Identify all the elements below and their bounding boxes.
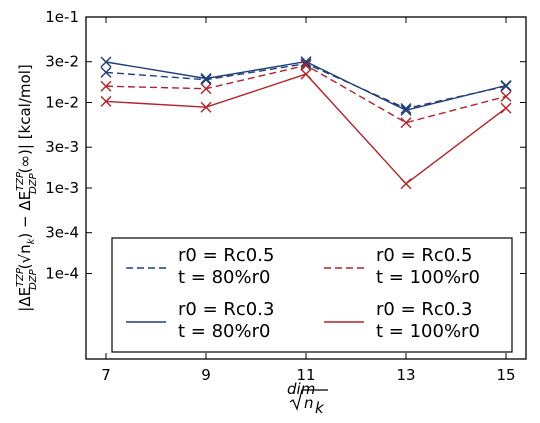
- series-line: [105, 73, 507, 185]
- data-point-marker: [100, 80, 112, 92]
- y-tick-label: 1e-1: [45, 8, 79, 26]
- legend-entry: r0 = Rc0.3t = 80%r0: [126, 299, 274, 342]
- x-tick-label: 7: [101, 366, 111, 384]
- chart-marks: [100, 56, 512, 190]
- y-axis-label-text: |ΔETZP DZP(√nk) − ΔETZP DZP(∞)| [kcal/mol]: [15, 64, 39, 311]
- data-point-marker: [400, 178, 412, 190]
- legend-label-line2: t = 100%r0: [376, 321, 480, 342]
- x-tick-label: 15: [496, 366, 515, 384]
- y-tick-label: 3e-4: [45, 224, 79, 242]
- legend-box: [111, 237, 513, 353]
- x-label-radicand: n: [304, 394, 314, 412]
- data-point-marker: [200, 101, 212, 113]
- data-point-marker: [100, 66, 112, 78]
- y-tick-label: 3e-2: [45, 53, 79, 71]
- data-point-marker: [300, 59, 312, 71]
- x-tick-label: 9: [201, 366, 211, 384]
- data-point-marker: [400, 104, 412, 116]
- legend-label-line1: r0 = Rc0.3: [376, 299, 472, 320]
- data-point-marker: [500, 90, 512, 102]
- legend-label-line1: r0 = Rc0.3: [178, 299, 274, 320]
- axis-ticks: 7 9 11 13 15 1e-1 3e-2 1e-2 3e-3 1e-3 3e-4 1e-4: [45, 8, 526, 384]
- y-axis-label: |ΔETZP DZP(√nk) − ΔETZP DZP(∞)| [kcal/mol]: [15, 64, 39, 311]
- data-point-marker: [500, 102, 512, 114]
- data-point-marker: [100, 95, 112, 107]
- legend-entry: r0 = Rc0.5t = 100%r0: [324, 245, 480, 288]
- radical-sign: [289, 389, 328, 411]
- y-tick-label: 1e-2: [45, 94, 79, 112]
- legend-entry: r0 = Rc0.3t = 100%r0: [324, 299, 480, 342]
- data-point-marker: [400, 103, 412, 115]
- data-point-marker: [300, 68, 312, 80]
- data-point-marker: [500, 80, 512, 92]
- legend-label-line1: r0 = Rc0.5: [376, 245, 472, 266]
- legend-label-line1: r0 = Rc0.5: [178, 245, 274, 266]
- x-tick-label: 13: [396, 366, 415, 384]
- y-tick-label: 3e-3: [45, 138, 79, 156]
- data-point-marker: [400, 117, 412, 129]
- x-label-root-index: dim: [287, 380, 315, 398]
- series-line: [105, 60, 507, 112]
- y-tick-label: 1e-4: [45, 265, 79, 283]
- data-point-marker: [300, 58, 312, 70]
- y-tick-label: 1e-3: [45, 179, 79, 197]
- data-point-marker: [100, 56, 112, 68]
- legend-label-line2: t = 80%r0: [178, 321, 270, 342]
- x-label-subscript: k: [315, 399, 325, 417]
- data-point-marker: [200, 83, 212, 95]
- legend-label-line2: t = 100%r0: [376, 267, 480, 288]
- legend-entry: r0 = Rc0.5t = 80%r0: [126, 245, 274, 288]
- data-point-marker: [200, 74, 212, 86]
- data-point-marker: [300, 56, 312, 68]
- x-tick-label: 11: [296, 366, 315, 384]
- legend-label-line2: t = 80%r0: [178, 267, 270, 288]
- series-line: [105, 62, 507, 110]
- data-point-marker: [200, 72, 212, 84]
